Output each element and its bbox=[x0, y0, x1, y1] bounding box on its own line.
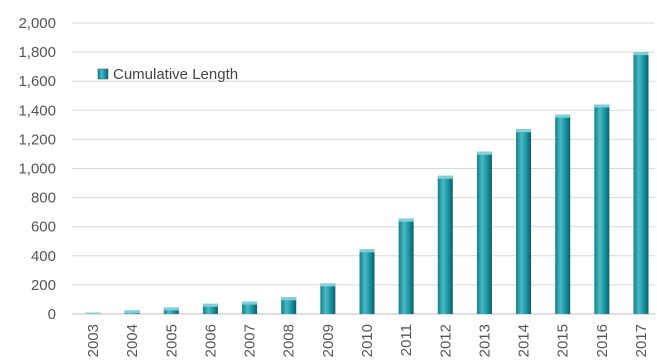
bar-2011 bbox=[398, 218, 414, 314]
bar-top-2011 bbox=[398, 218, 414, 222]
x-tick-label: 2003 bbox=[85, 324, 102, 357]
x-tick-label: 2005 bbox=[163, 324, 180, 357]
bar-top-2015 bbox=[555, 114, 571, 118]
bar-top-2004 bbox=[124, 310, 140, 314]
bar-2007 bbox=[242, 301, 258, 314]
x-tick-label: 2017 bbox=[633, 324, 650, 357]
bar-top-2009 bbox=[320, 283, 336, 287]
x-tick-label: 2009 bbox=[320, 324, 337, 357]
bar-2005 bbox=[163, 307, 179, 314]
y-tick-label: 2,000 bbox=[18, 15, 56, 32]
x-tick-label: 2007 bbox=[242, 324, 259, 357]
bar-2006 bbox=[202, 303, 218, 314]
bar-top-2007 bbox=[242, 301, 258, 305]
x-tick-label: 2016 bbox=[594, 324, 611, 357]
bar-2017 bbox=[633, 52, 649, 314]
y-tick-label: 0 bbox=[48, 306, 56, 323]
y-tick-label: 200 bbox=[31, 277, 56, 294]
x-tick-label: 2014 bbox=[516, 324, 533, 357]
bar-top-2012 bbox=[437, 175, 453, 179]
bars bbox=[85, 52, 649, 314]
bar-top-2006 bbox=[202, 303, 218, 307]
x-tick-label: 2012 bbox=[437, 324, 454, 357]
x-tick-label: 2004 bbox=[124, 324, 141, 357]
bar-2013 bbox=[476, 151, 492, 314]
x-tick-label: 2010 bbox=[359, 324, 376, 357]
bar-top-2005 bbox=[163, 307, 179, 311]
bar-2008 bbox=[281, 297, 297, 314]
y-tick-label: 1,200 bbox=[18, 131, 56, 148]
bar-2009 bbox=[320, 283, 336, 314]
bar-2012 bbox=[437, 175, 453, 314]
bar-top-2017 bbox=[633, 52, 649, 56]
y-axis-tick-labels: 0 200 400 600 800 1,000 1,200 1,400 1,600 1,800 2,… bbox=[18, 15, 56, 323]
x-tick-label: 2011 bbox=[398, 324, 415, 356]
y-tick-label: 1,000 bbox=[18, 161, 56, 178]
y-tick-label: 400 bbox=[31, 248, 56, 265]
bar-top-2010 bbox=[359, 249, 375, 253]
bar-2016 bbox=[594, 104, 610, 314]
y-tick-label: 1,800 bbox=[18, 44, 56, 61]
bar-top-2013 bbox=[476, 151, 492, 155]
x-tick-label: 2015 bbox=[555, 324, 572, 357]
bar-2014 bbox=[516, 129, 532, 314]
bar-top-2003 bbox=[85, 312, 101, 314]
x-tick-label: 2013 bbox=[476, 324, 493, 357]
y-tick-label: 1,600 bbox=[18, 73, 56, 90]
bar-top-2008 bbox=[281, 297, 297, 301]
x-tick-label: 2006 bbox=[202, 324, 219, 357]
y-tick-label: 800 bbox=[31, 190, 56, 207]
bar-top-2016 bbox=[594, 104, 610, 108]
y-tick-label: 600 bbox=[31, 219, 56, 236]
x-axis-tick-labels: 2003 2004 2005 2006 2007 2008 2009 2010 2011 2012… bbox=[85, 324, 650, 357]
y-tick-label: 1,400 bbox=[18, 102, 56, 119]
x-tick-label: 2008 bbox=[281, 324, 298, 357]
gridlines bbox=[72, 22, 655, 315]
bar-2015 bbox=[555, 114, 571, 314]
bar-top-2014 bbox=[516, 129, 532, 133]
legend-label: Cumulative Length bbox=[113, 66, 238, 83]
bar-2010 bbox=[359, 249, 375, 314]
legend: Cumulative Length bbox=[97, 66, 238, 83]
legend-swatch bbox=[97, 68, 109, 80]
